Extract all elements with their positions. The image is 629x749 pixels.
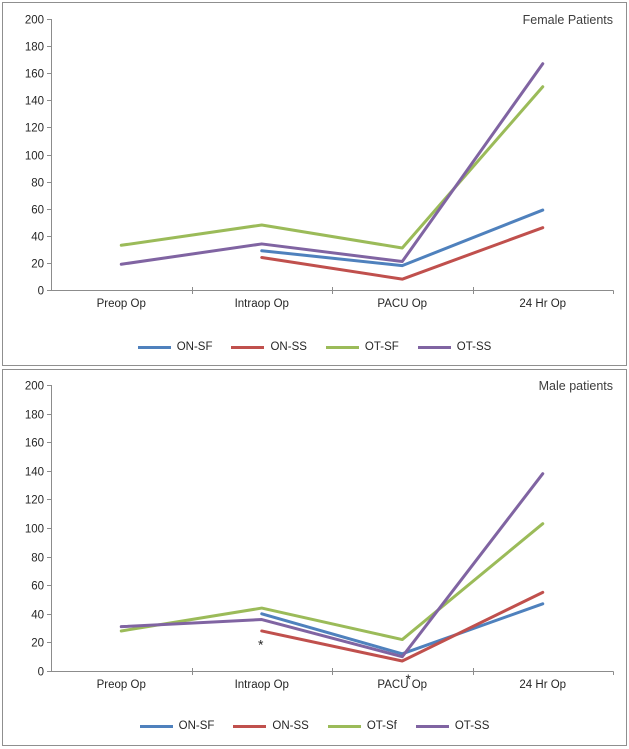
legend-item-on-sf: ON-SF [139,720,215,732]
x-category-label: Intraop Op [235,679,289,691]
y-tick-label: 180 [25,410,44,422]
series-line-on-sf [260,208,545,268]
female-chart-panel: 0 20 40 60 80 100 120 140 160 180 200 Preop Op Intra… [2,2,627,366]
y-tick-label: 120 [25,495,44,507]
y-tick-label: 160 [25,69,44,81]
y-tick-label: 80 [31,178,44,190]
y-tick-label: 160 [25,438,44,450]
legend-line-swatch [231,345,265,349]
y-tick-label: 100 [25,151,44,163]
series-line-ot-sf [119,522,545,642]
x-category-label: 24 Hr Op [519,679,566,691]
legend-line-swatch [325,345,359,349]
y-tick-label: 180 [25,42,44,54]
male-chart: 0 20 40 60 80 100 120 140 160 180 200 Preop Op Intra… [25,379,614,691]
chart-title: Male patients [539,379,613,393]
x-category-label: 24 Hr Op [519,298,566,310]
male-chart-legend: ON-SF ON-SS OT-Sf OT-SS [3,718,626,734]
series-line-on-ss [260,590,545,663]
y-tick-label: 40 [31,610,44,622]
female-chart-legend: ON-SF ON-SS OT-SF OT-SS [3,339,626,355]
y-tick-label: 0 [38,667,44,679]
legend-item-on-sf: ON-SF [137,341,213,353]
legend-item-ot-ss: OT-SS [417,341,492,353]
x-category-label: Preop Op [97,679,146,691]
legend-label: ON-SS [272,720,309,732]
y-tick-label: 20 [31,259,44,271]
y-tick-label: 200 [25,381,44,393]
female-chart: 0 20 40 60 80 100 120 140 160 180 200 Preop Op Intra… [25,13,614,310]
y-tick-label: 200 [25,15,44,27]
x-category-label: PACU Op [377,679,427,691]
legend-item-ot-ss: OT-SS [415,720,490,732]
x-category-label: PACU Op [377,298,427,310]
legend-item-ot-sf: OT-Sf [327,720,397,732]
legend-label: OT-Sf [366,720,397,732]
y-tick-label: 20 [31,638,44,650]
legend-label: OT-SS [454,720,490,732]
y-tick-label: 0 [38,286,44,298]
y-tick-label: 140 [25,467,44,479]
legend-line-swatch [233,724,267,728]
legend-label: OT-SF [364,341,399,353]
legend-line-swatch [137,345,171,349]
legend-item-on-ss: ON-SS [233,720,309,732]
series-line-on-ss [260,226,545,281]
legend-item-ot-sf: OT-SF [325,341,399,353]
legend-label: ON-SF [178,720,215,732]
legend-label: OT-SS [456,341,492,353]
male-chart-panel: 0 20 40 60 80 100 120 140 160 180 200 Preop Op Intra… [2,369,627,746]
series-line-ot-ss [119,62,545,266]
chart-title: Female Patients [523,13,613,27]
y-tick-label: 60 [31,205,44,217]
x-category-label: Intraop Op [235,298,289,310]
legend-line-swatch [327,724,361,728]
legend-line-swatch [139,724,173,728]
y-tick-label: 40 [31,232,44,244]
legend-item-on-ss: ON-SS [231,341,307,353]
legend-label: ON-SF [176,341,213,353]
series-line-ot-ss [119,472,545,659]
annotation-asterisk: * [406,671,412,687]
annotation-asterisk: * [258,637,264,653]
y-tick-label: 60 [31,581,44,593]
series-line-on-sf [260,602,545,656]
y-tick-label: 80 [31,553,44,565]
legend-line-swatch [415,724,449,728]
y-tick-label: 120 [25,123,44,135]
y-tick-label: 100 [25,524,44,536]
x-category-label: Preop Op [97,298,146,310]
series-line-ot-sf [119,85,545,250]
legend-label: ON-SS [270,341,307,353]
y-tick-label: 140 [25,96,44,108]
legend-line-swatch [417,345,451,349]
